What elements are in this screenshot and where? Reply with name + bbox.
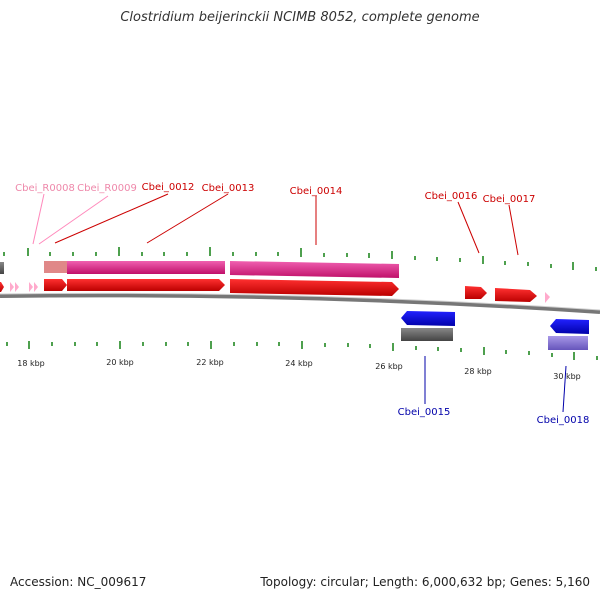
gene-label-0015[interactable]: Cbei_0015 <box>398 407 451 418</box>
reverse-ticks <box>6 341 598 360</box>
gene-label-0012[interactable]: Cbei_0012 <box>142 182 195 193</box>
gene-label-0014[interactable]: Cbei_0014 <box>290 186 343 197</box>
scale-label: 22 kbp <box>196 358 224 367</box>
cds-arrow-0015[interactable] <box>401 311 455 326</box>
gene-box-0013-0014[interactable] <box>230 261 399 278</box>
genome-backbone <box>0 293 600 314</box>
map-title: Clostridium beijerinckii NCIMB 8052, com… <box>120 10 480 25</box>
rna-arrow[interactable] <box>10 282 14 292</box>
gene-label-0017[interactable]: Cbei_0017 <box>483 194 536 205</box>
cds-arrow-0016[interactable] <box>465 286 487 299</box>
rna-arrow[interactable] <box>29 282 33 292</box>
rna-arrow[interactable] <box>545 292 550 303</box>
rna-arrow[interactable] <box>15 282 19 292</box>
gene-box-r0008[interactable] <box>44 261 67 273</box>
accession-text: Accession: NC_009617 <box>10 575 147 589</box>
cds-arrow-0012a[interactable] <box>44 279 67 291</box>
scale-label: 24 kbp <box>285 359 313 368</box>
gene-label-0013[interactable]: Cbei_0013 <box>202 183 255 194</box>
gene-box-left-edge[interactable] <box>0 262 4 274</box>
rna-arrow[interactable] <box>34 282 38 292</box>
scale-label: 30 kbp <box>553 372 581 381</box>
scale-label: 20 kbp <box>106 358 134 367</box>
cds-arrow-0018[interactable] <box>550 319 589 334</box>
cds-arrow-0012[interactable] <box>67 279 225 291</box>
gene-box-0018[interactable] <box>548 336 588 350</box>
scale-label: 28 kbp <box>464 367 492 376</box>
gene-label-0018[interactable]: Cbei_0018 <box>537 415 590 426</box>
gene-label-0016[interactable]: Cbei_0016 <box>425 191 478 202</box>
label-leaders <box>32 193 567 413</box>
cds-arrow-0013[interactable] <box>230 279 399 296</box>
forward-ticks <box>3 247 597 271</box>
gene-label-r0009[interactable]: Cbei_R0009 <box>77 183 137 194</box>
gene-box-0015[interactable] <box>401 328 453 341</box>
scale-label: 18 kbp <box>17 359 45 368</box>
gene-box-0012[interactable] <box>67 261 225 274</box>
genome-summary-text: Topology: circular; Length: 6,000,632 bp… <box>260 575 590 589</box>
gene-label-r0008[interactable]: Cbei_R0008 <box>15 183 75 194</box>
scale-label: 26 kbp <box>375 362 403 371</box>
cds-arrow-0017[interactable] <box>495 288 537 302</box>
cds-arrow-left-edge[interactable] <box>0 282 4 292</box>
